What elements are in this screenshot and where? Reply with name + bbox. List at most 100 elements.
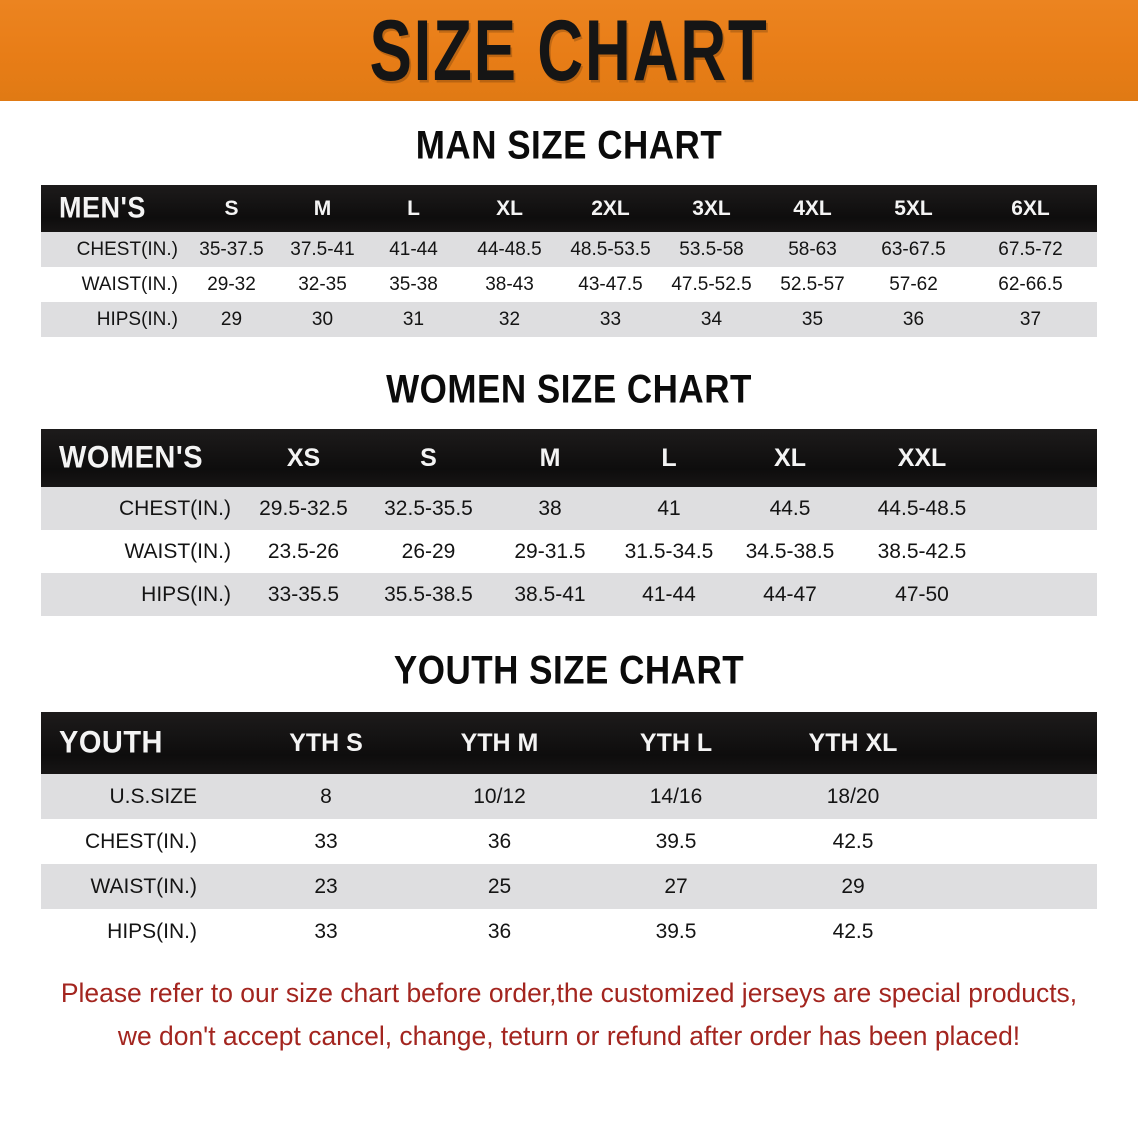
- women-hips-s: 35.5-38.5: [384, 582, 473, 606]
- order-policy-note: Please refer to our size chart before or…: [45, 972, 1094, 1058]
- table-row: CHEST(IN.) 35-37.5 37.5-41 41-44 44-48.5…: [41, 232, 1097, 267]
- man-waist-m: 32-35: [298, 273, 347, 295]
- youth-chest-yth-l: 39.5: [655, 829, 697, 853]
- youth-hips-yth-xl: 42.5: [832, 919, 874, 943]
- youth-row-label-waist: WAIST(IN.): [90, 874, 197, 898]
- man-header-label: MEN'S: [59, 191, 146, 225]
- man-row-label-waist: WAIST(IN.): [81, 273, 178, 295]
- youth-table-header-row: YOUTH YTH S YTH M YTH L YTH XL: [41, 712, 1097, 774]
- man-col-header-2xl: 2XL: [591, 196, 630, 220]
- women-header-label: WOMEN'S: [59, 440, 204, 475]
- women-col-header-xs: XS: [286, 443, 321, 472]
- man-col-header-xl: XL: [496, 196, 523, 220]
- women-hips-xs: 33-35.5: [267, 582, 340, 606]
- man-col-header-6xl: 6XL: [1011, 196, 1050, 220]
- youth-waist-yth-l: 27: [664, 874, 688, 898]
- women-col-header-m: M: [539, 443, 561, 472]
- youth-chest-yth-s: 33: [314, 829, 338, 853]
- youth-hips-yth-s: 33: [314, 919, 338, 943]
- youth-us-size-spacer-1: [942, 774, 1022, 819]
- man-chest-s: 35-37.5: [199, 238, 264, 260]
- man-hips-2xl: 33: [599, 308, 622, 330]
- man-table-header-row: MEN'S S M L XL 2XL 3XL 4XL 5XL 6XL: [41, 185, 1097, 232]
- table-row: HIPS(IN.) 33-35.5 35.5-38.5 38.5-41 41-4…: [41, 573, 1097, 616]
- youth-chest-yth-xl: 42.5: [832, 829, 874, 853]
- women-hips-l: 41-44: [642, 582, 696, 606]
- order-policy-note-line-2: we don't accept cancel, change, teturn o…: [117, 1021, 1021, 1052]
- youth-waist-yth-m: 25: [487, 874, 512, 898]
- youth-chest-yth-m: 36: [487, 829, 512, 853]
- women-row-label-hips: HIPS(IN.): [141, 582, 231, 606]
- table-row: CHEST(IN.) 29.5-32.5 32.5-35.5 38 41 44.…: [41, 487, 1097, 530]
- women-row-label-chest: CHEST(IN.): [119, 496, 231, 520]
- youth-chest-spacer-1: [942, 819, 1022, 864]
- women-waist-l: 31.5-34.5: [624, 539, 714, 563]
- youth-chest-spacer-2: [1022, 819, 1097, 864]
- man-col-header-4xl: 4XL: [793, 196, 832, 220]
- youth-us-size-yth-s: 8: [320, 784, 332, 808]
- women-col-header-s: S: [420, 443, 437, 472]
- table-row: WAIST(IN.) 23 25 27 29: [41, 864, 1097, 909]
- women-waist-xl: 34.5-38.5: [745, 539, 835, 563]
- women-waist-xxl: 38.5-42.5: [877, 539, 967, 563]
- youth-waist-spacer-1: [942, 864, 1022, 909]
- women-chest-xl: 44.5: [769, 496, 811, 520]
- women-hips-xxl: 47-50: [895, 582, 949, 606]
- women-table-header-row: WOMEN'S XS S M L XL XXL: [41, 429, 1097, 487]
- youth-row-label-hips: HIPS(IN.): [107, 919, 197, 943]
- women-chest-l: 41: [657, 496, 681, 520]
- women-waist-spacer: [993, 530, 1097, 573]
- man-section-title: MAN SIZE CHART: [415, 123, 723, 168]
- man-col-header-l: L: [407, 196, 420, 220]
- women-waist-s: 26-29: [401, 539, 456, 563]
- youth-section-title: YOUTH SIZE CHART: [393, 648, 745, 693]
- man-waist-l: 35-38: [389, 273, 438, 295]
- man-chest-6xl: 67.5-72: [998, 238, 1063, 260]
- man-chest-m: 37.5-41: [290, 238, 355, 260]
- women-section-title: WOMEN SIZE CHART: [386, 367, 752, 412]
- women-col-header-xl: XL: [774, 443, 806, 472]
- youth-size-table: YOUTH YTH S YTH M YTH L YTH XL U.S.SIZE …: [41, 712, 1097, 954]
- size-chart-banner: SIZE CHART: [0, 0, 1138, 101]
- table-row: WAIST(IN.) 23.5-26 26-29 29-31.5 31.5-34…: [41, 530, 1097, 573]
- women-col-header-l: L: [661, 443, 677, 472]
- youth-hips-spacer-2: [1022, 909, 1097, 954]
- youth-col-header-spacer-2: [1022, 712, 1097, 774]
- man-hips-6xl: 37: [1019, 308, 1042, 330]
- man-col-header-m: M: [313, 196, 332, 220]
- man-chest-xl: 44-48.5: [477, 238, 542, 260]
- youth-hips-spacer-1: [942, 909, 1022, 954]
- women-col-header-xxl: XXL: [897, 443, 947, 472]
- man-hips-s: 29: [220, 308, 243, 330]
- table-row: HIPS(IN.) 29 30 31 32 33 34 35 36 37: [41, 302, 1097, 337]
- man-waist-xl: 38-43: [485, 273, 534, 295]
- women-waist-m: 29-31.5: [514, 539, 586, 563]
- man-size-table: MEN'S S M L XL 2XL 3XL 4XL 5XL 6XL CHEST…: [41, 185, 1097, 337]
- man-waist-2xl: 43-47.5: [578, 273, 643, 295]
- table-row: HIPS(IN.) 33 36 39.5 42.5: [41, 909, 1097, 954]
- women-hips-xl: 44-47: [763, 582, 817, 606]
- women-size-table: WOMEN'S XS S M L XL XXL CHEST(IN.) 29.5-…: [41, 429, 1097, 616]
- man-row-label-hips: HIPS(IN.): [96, 308, 178, 330]
- youth-hips-yth-l: 39.5: [655, 919, 697, 943]
- man-hips-m: 30: [311, 308, 334, 330]
- youth-size-table-wrapper: YOUTH YTH S YTH M YTH L YTH XL U.S.SIZE …: [41, 712, 1097, 954]
- man-waist-3xl: 47.5-52.5: [671, 273, 752, 295]
- women-chest-m: 38: [538, 496, 562, 520]
- youth-col-header-yth-xl: YTH XL: [808, 728, 898, 757]
- youth-us-size-spacer-2: [1022, 774, 1097, 819]
- women-size-table-wrapper: WOMEN'S XS S M L XL XXL CHEST(IN.) 29.5-…: [41, 429, 1097, 616]
- youth-us-size-yth-m: 10/12: [473, 784, 526, 808]
- man-waist-6xl: 62-66.5: [998, 273, 1063, 295]
- man-chest-4xl: 58-63: [788, 238, 837, 260]
- women-col-header-spacer: [993, 429, 1097, 487]
- women-row-label-waist: WAIST(IN.): [124, 539, 231, 563]
- youth-col-header-spacer-1: [942, 712, 1022, 774]
- man-size-table-wrapper: MEN'S S M L XL 2XL 3XL 4XL 5XL 6XL CHEST…: [41, 185, 1097, 337]
- man-col-header-s: S: [224, 196, 239, 220]
- man-hips-3xl: 34: [700, 308, 723, 330]
- youth-us-size-yth-xl: 18/20: [826, 784, 880, 808]
- youth-waist-yth-xl: 29: [841, 874, 865, 898]
- man-waist-5xl: 57-62: [889, 273, 938, 295]
- youth-header-label: YOUTH: [59, 725, 163, 760]
